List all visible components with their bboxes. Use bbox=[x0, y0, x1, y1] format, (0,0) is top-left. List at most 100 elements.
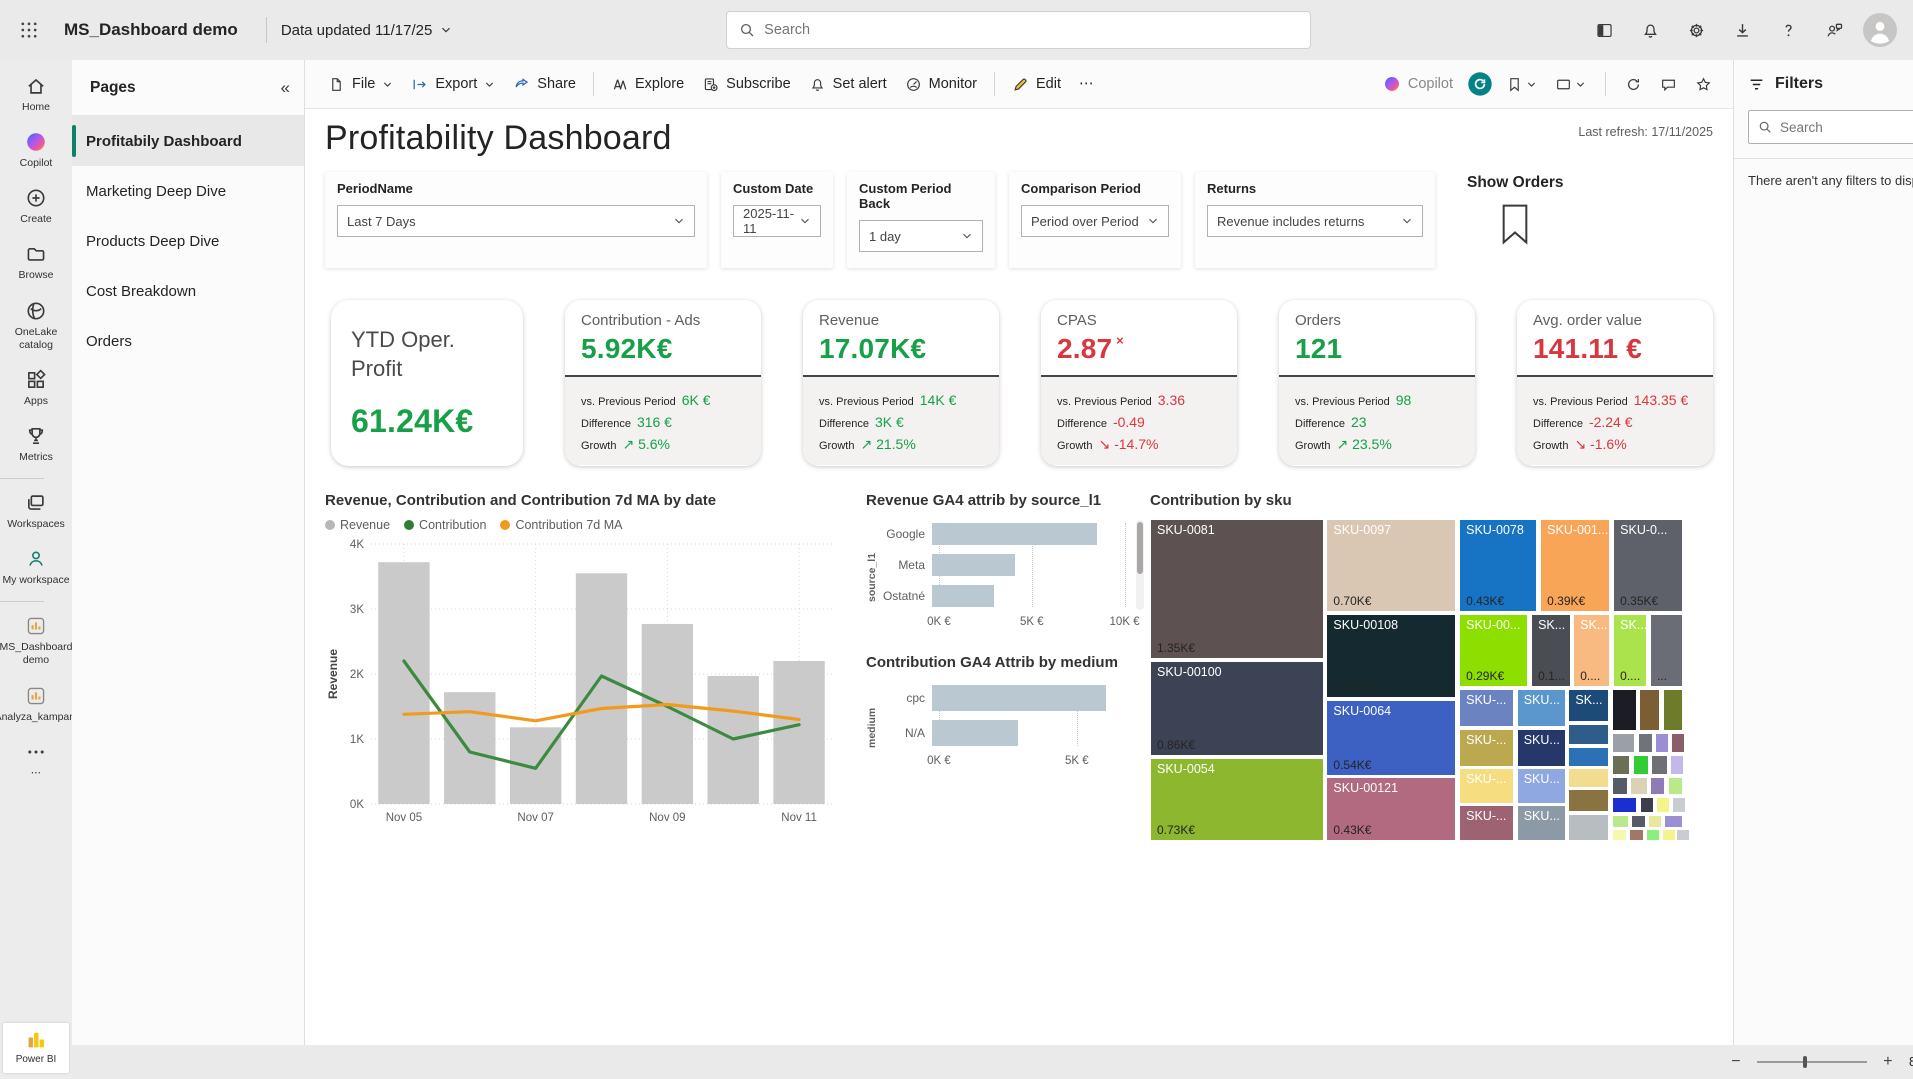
zoom-in-button[interactable]: + bbox=[1879, 1053, 1897, 1071]
treemap-tile[interactable] bbox=[1671, 733, 1685, 754]
zoom-slider[interactable] bbox=[1757, 1061, 1867, 1063]
treemap-tile[interactable] bbox=[1612, 829, 1627, 841]
treemap-tile-sku-0054[interactable]: SKU-00540.73K€ bbox=[1150, 758, 1324, 841]
treemap-tile[interactable] bbox=[1629, 829, 1643, 841]
treemap-tile[interactable] bbox=[1612, 777, 1629, 795]
treemap-tile[interactable] bbox=[1650, 777, 1665, 795]
copilot-button[interactable]: Copilot bbox=[1375, 69, 1461, 99]
treemap-tile[interactable] bbox=[1670, 755, 1684, 775]
data-updated-dropdown[interactable]: Data updated 11/17/25 bbox=[281, 22, 453, 39]
pages-collapse-icon[interactable]: « bbox=[281, 78, 290, 98]
treemap-tile-sku-[interactable]: SKU-... bbox=[1459, 768, 1514, 803]
treemap-tile[interactable] bbox=[1662, 829, 1676, 841]
treemap-tile[interactable] bbox=[1664, 815, 1683, 828]
page-item-orders[interactable]: Orders bbox=[72, 316, 304, 366]
treemap-tile-sku-00121[interactable]: SKU-001210.43K€ bbox=[1326, 777, 1456, 841]
bar-nov-11[interactable] bbox=[773, 661, 824, 804]
toolbar---button[interactable]: ⋯ bbox=[1070, 69, 1103, 99]
treemap-tile[interactable] bbox=[1648, 815, 1662, 828]
treemap-tile-sku-00-[interactable]: SKU-00...0.29K€ bbox=[1459, 614, 1528, 687]
treemap-tile[interactable] bbox=[1656, 797, 1670, 814]
treemap-tile[interactable] bbox=[1646, 829, 1660, 841]
treemap-tile[interactable] bbox=[1631, 815, 1646, 828]
slicer-dropdown[interactable]: Last 7 Days bbox=[337, 205, 695, 237]
bar-nov-05[interactable] bbox=[378, 562, 429, 804]
kpi-card-cpas[interactable]: CPAS2.87 ×vs. Previous Period3.36Differe… bbox=[1041, 300, 1237, 466]
sidebar-item-ms-dashboard-demo[interactable]: MS_Dashboard demo bbox=[0, 608, 72, 675]
treemap-tile-sku-[interactable]: SKU-... bbox=[1459, 729, 1514, 767]
toolbar-edit-button[interactable]: Edit bbox=[1003, 69, 1070, 100]
treemap-tile[interactable] bbox=[1612, 733, 1635, 754]
sidebar-item-my-workspace[interactable]: My workspace bbox=[0, 541, 72, 595]
treemap-tile-sk-[interactable]: SK... bbox=[1568, 689, 1609, 722]
treemap-tile[interactable] bbox=[1633, 755, 1649, 775]
treemap-tile[interactable] bbox=[1651, 755, 1668, 775]
slicer-dropdown[interactable]: 1 day bbox=[859, 220, 983, 252]
treemap-tile[interactable] bbox=[1668, 777, 1683, 795]
side-pane-toggle-icon[interactable] bbox=[1585, 11, 1623, 49]
treemap-tile-sku-[interactable]: SKU... bbox=[1517, 729, 1566, 767]
sidebar-item-workspaces[interactable]: Workspaces bbox=[0, 485, 72, 539]
toolbar-subscribe-button[interactable]: Subscribe bbox=[693, 69, 799, 100]
copilot-refresh-button[interactable] bbox=[1465, 69, 1495, 99]
refresh-button[interactable] bbox=[1618, 70, 1649, 99]
notifications-bell-icon[interactable] bbox=[1631, 11, 1669, 49]
page-item-cost-breakdown[interactable]: Cost Breakdown bbox=[72, 266, 304, 316]
sidebar-item-create[interactable]: Create bbox=[0, 180, 72, 234]
show-orders-bookmark[interactable]: Show Orders bbox=[1467, 172, 1563, 246]
treemap-tile-sk-[interactable]: SK...0.... bbox=[1613, 614, 1647, 687]
treemap-tile[interactable] bbox=[1640, 797, 1654, 814]
zoom-out-button[interactable]: − bbox=[1727, 1053, 1745, 1071]
toolbar-export-button[interactable]: Export bbox=[402, 69, 504, 100]
treemap-tile-sku-0078[interactable]: SKU-00780.43K€ bbox=[1459, 519, 1537, 612]
bar-n-a[interactable] bbox=[932, 720, 1018, 746]
treemap-tile-sku-0-[interactable]: SKU-0...0.35K€ bbox=[1613, 519, 1683, 612]
app-launcher-icon[interactable] bbox=[10, 11, 48, 49]
treemap-tile-sku-0081[interactable]: SKU-00811.35K€ bbox=[1150, 519, 1324, 659]
toolbar-share-button[interactable]: Share bbox=[504, 69, 585, 100]
slicer-dropdown[interactable]: Revenue includes returns bbox=[1207, 205, 1423, 237]
sidebar-item-browse[interactable]: Browse bbox=[0, 236, 72, 290]
treemap-tile[interactable] bbox=[1638, 733, 1653, 754]
treemap-tile[interactable] bbox=[1568, 814, 1609, 841]
filters-search-input[interactable] bbox=[1780, 120, 1913, 135]
treemap-tile-sku-0097[interactable]: SKU-00970.70K€ bbox=[1326, 519, 1456, 612]
treemap-tile-sku-00108[interactable]: SKU-001080.67K€ bbox=[1326, 614, 1456, 698]
chart-scrollbar[interactable] bbox=[1136, 520, 1144, 610]
treemap-tile[interactable] bbox=[1655, 733, 1669, 754]
bar-nov-06[interactable] bbox=[444, 692, 495, 804]
chart-scrollbar-thumb[interactable] bbox=[1137, 522, 1143, 574]
page-item-profitabily-dashboard[interactable]: Profitabily Dashboard bbox=[72, 116, 304, 166]
treemap-tile-sku-001-[interactable]: SKU-001...0.39K€ bbox=[1540, 519, 1610, 612]
bar-nov-08[interactable] bbox=[576, 573, 627, 804]
sidebar-item-home[interactable]: Home bbox=[0, 68, 72, 122]
bar-ostatn-[interactable] bbox=[932, 585, 994, 607]
sidebar-item-apps[interactable]: Apps bbox=[0, 362, 72, 416]
treemap-tile[interactable] bbox=[1568, 768, 1609, 787]
avatar[interactable] bbox=[1861, 11, 1899, 49]
treemap-tile[interactable] bbox=[1672, 797, 1686, 814]
toolbar-monitor-button[interactable]: Monitor bbox=[896, 69, 986, 100]
kpi-card-orders[interactable]: Orders121vs. Previous Period98Difference… bbox=[1279, 300, 1475, 466]
treemap-tile[interactable] bbox=[1568, 789, 1609, 812]
kpi-card-contribution-ads[interactable]: Contribution - Ads5.92K€vs. Previous Per… bbox=[565, 300, 761, 466]
treemap-tile[interactable] bbox=[1639, 689, 1660, 732]
toolbar-explore-button[interactable]: Explore bbox=[602, 69, 693, 100]
download-icon[interactable] bbox=[1723, 11, 1761, 49]
treemap-tile[interactable] bbox=[1630, 777, 1648, 795]
treemap-tile-sku-[interactable]: SKU... bbox=[1517, 689, 1566, 727]
treemap-tile[interactable] bbox=[1612, 755, 1631, 775]
treemap-tile[interactable] bbox=[1663, 689, 1683, 732]
settings-gear-icon[interactable] bbox=[1677, 11, 1715, 49]
treemap-tile[interactable] bbox=[1612, 689, 1637, 732]
treemap-tile-sk-[interactable]: SK...0.1... bbox=[1531, 614, 1570, 687]
treemap-tile-sku-[interactable]: SKU... bbox=[1517, 805, 1566, 841]
bar-cpc[interactable] bbox=[932, 685, 1106, 711]
treemap-tile[interactable] bbox=[1612, 815, 1629, 828]
treemap-tile-sku-[interactable]: SKU-... bbox=[1459, 805, 1514, 841]
toolbar-file-button[interactable]: File bbox=[319, 69, 402, 100]
sidebar-item--[interactable]: ⋯ bbox=[0, 734, 72, 788]
treemap-tile-sku-00100[interactable]: SKU-001000.86K€ bbox=[1150, 661, 1324, 756]
treemap-tile[interactable]: ... bbox=[1650, 614, 1683, 687]
treemap-tile[interactable] bbox=[1676, 829, 1690, 841]
